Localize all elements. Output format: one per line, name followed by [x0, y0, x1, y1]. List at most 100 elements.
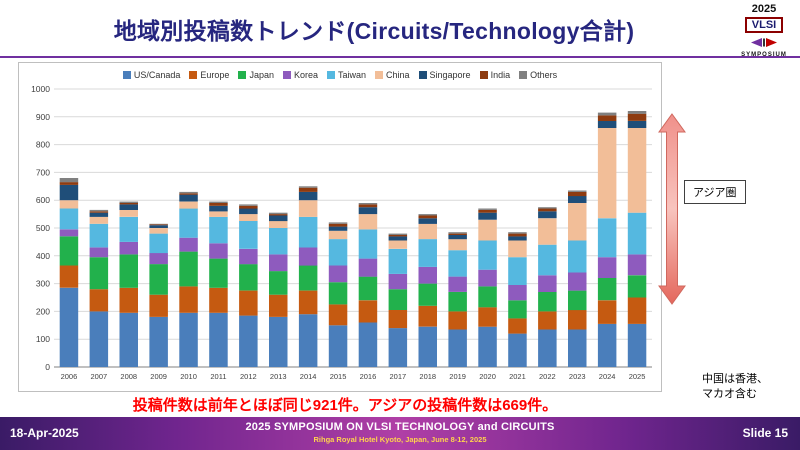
x-tick-label: 2025	[629, 372, 646, 381]
bar-segment	[239, 205, 258, 209]
bar-segment	[358, 300, 378, 323]
bar-segment	[269, 214, 288, 216]
bar-segment	[627, 212, 647, 255]
bar-segment	[89, 209, 109, 212]
bar-segment	[597, 112, 617, 116]
china-footnote-line1: 中国は香港、	[702, 373, 768, 385]
y-tick-label: 900	[36, 112, 50, 122]
bar-segment	[209, 243, 228, 259]
vlsi-logo-butterfly-icon	[734, 34, 794, 52]
bar-segment	[269, 317, 288, 367]
bar-segment	[179, 286, 198, 313]
y-tick-label: 100	[36, 334, 50, 344]
bar-segment	[597, 115, 617, 121]
bar-segment	[538, 218, 557, 245]
bar-segment	[418, 305, 437, 327]
bar-segment	[149, 233, 168, 254]
bar-segment	[538, 208, 557, 212]
bar-segment	[298, 290, 318, 315]
bar-segment	[388, 233, 408, 235]
bar-segment	[89, 311, 109, 367]
x-tick-label: 2024	[599, 372, 616, 381]
bar-segment	[508, 240, 527, 258]
legend-label: Taiwan	[338, 69, 367, 80]
bar-segment	[568, 196, 587, 203]
bar-segment	[119, 241, 138, 255]
stacked-bar-chart: 0 100 200 300 400 500 600 700 800 900 1000 2006 2007…	[31, 84, 652, 381]
bar-segment	[358, 322, 378, 367]
bar-segment	[358, 258, 378, 277]
y-tick-label: 700	[36, 167, 50, 177]
bar-segment	[597, 218, 617, 258]
y-tick-label: 400	[36, 251, 50, 261]
legend-label: Japan	[249, 69, 274, 80]
vlsi-logo: 2025 VLSI SYMPOSIUM	[734, 3, 794, 58]
bar-segment	[209, 203, 228, 206]
x-tick-label: 2012	[240, 372, 257, 381]
bar-segment	[149, 225, 168, 228]
page-title: 地域別投稿数トレンド(Circuits/Technology合計)	[113, 18, 635, 44]
y-tick-label: 600	[36, 195, 50, 205]
bar-segment	[59, 182, 79, 185]
bar-segment	[59, 208, 79, 230]
bar-segment	[508, 318, 527, 334]
bar-segment	[508, 232, 527, 234]
bar-segment	[269, 212, 288, 215]
bar-segment	[239, 221, 258, 249]
bar-segment	[538, 291, 557, 312]
bar-segment	[209, 312, 228, 367]
bar-segment	[179, 194, 198, 202]
slide-header: 地域別投稿数トレンド(Circuits/Technology合計)	[0, 12, 748, 46]
bar-segment	[328, 223, 348, 227]
x-tick-label: 2019	[449, 372, 466, 381]
bar-segment	[209, 258, 228, 288]
legend-item-singapore: Singapore	[418, 70, 471, 80]
bar-segment	[448, 250, 467, 277]
bar-segment	[418, 214, 437, 216]
bar-segment	[298, 247, 318, 266]
bar-segment	[269, 271, 288, 295]
summary-text: 投稿件数は前年とほぼ同じ921件。アジアの投稿件数は669件。	[132, 397, 558, 414]
bar-segment	[568, 190, 587, 192]
bar-segment	[358, 214, 378, 230]
bar-segment	[627, 121, 647, 128]
bar-segment	[508, 236, 527, 241]
bar-segment	[328, 304, 348, 326]
x-tick-label: 2017	[390, 372, 407, 381]
legend-item-taiwan: Taiwan	[327, 70, 366, 80]
legend-swatch-icon	[519, 70, 528, 79]
bar-segment	[89, 211, 109, 213]
bar-segment	[597, 121, 617, 128]
legend-label: Others	[530, 69, 558, 80]
legend-label: US/Canada	[133, 69, 181, 80]
bar-segment	[448, 311, 467, 330]
bar-segment	[119, 209, 138, 217]
bar-segment	[119, 204, 138, 210]
legend-item-india: India	[479, 70, 510, 80]
legend-swatch-icon	[238, 70, 247, 79]
slide-number: Slide 15	[742, 426, 788, 440]
bar-segment	[418, 239, 437, 267]
bar-segment	[119, 201, 138, 203]
bar-segment	[627, 297, 647, 324]
legend-swatch-icon	[282, 70, 291, 79]
bar-segment	[298, 200, 318, 217]
bar-segment	[59, 184, 79, 201]
bar-segment	[269, 228, 288, 255]
x-tick-label: 2018	[419, 372, 436, 381]
footer-subtitle: Rihga Royal Hotel Kyoto, Japan, June 8-1…	[313, 435, 487, 444]
bar-segment	[298, 314, 318, 367]
bar-segment	[149, 223, 168, 225]
bar-segment	[59, 287, 79, 367]
bar-segment	[59, 200, 79, 209]
asia-region-label: アジア圏	[684, 180, 746, 204]
bar-segment	[328, 325, 348, 367]
legend-label: Europe	[200, 69, 230, 80]
bar-segment	[568, 240, 587, 273]
bar-segment	[478, 209, 497, 213]
bar-segment	[568, 290, 587, 311]
bar-segment	[627, 254, 647, 276]
bar-segment	[239, 204, 258, 206]
bar-segment	[328, 230, 348, 240]
bar-segment	[508, 333, 527, 367]
